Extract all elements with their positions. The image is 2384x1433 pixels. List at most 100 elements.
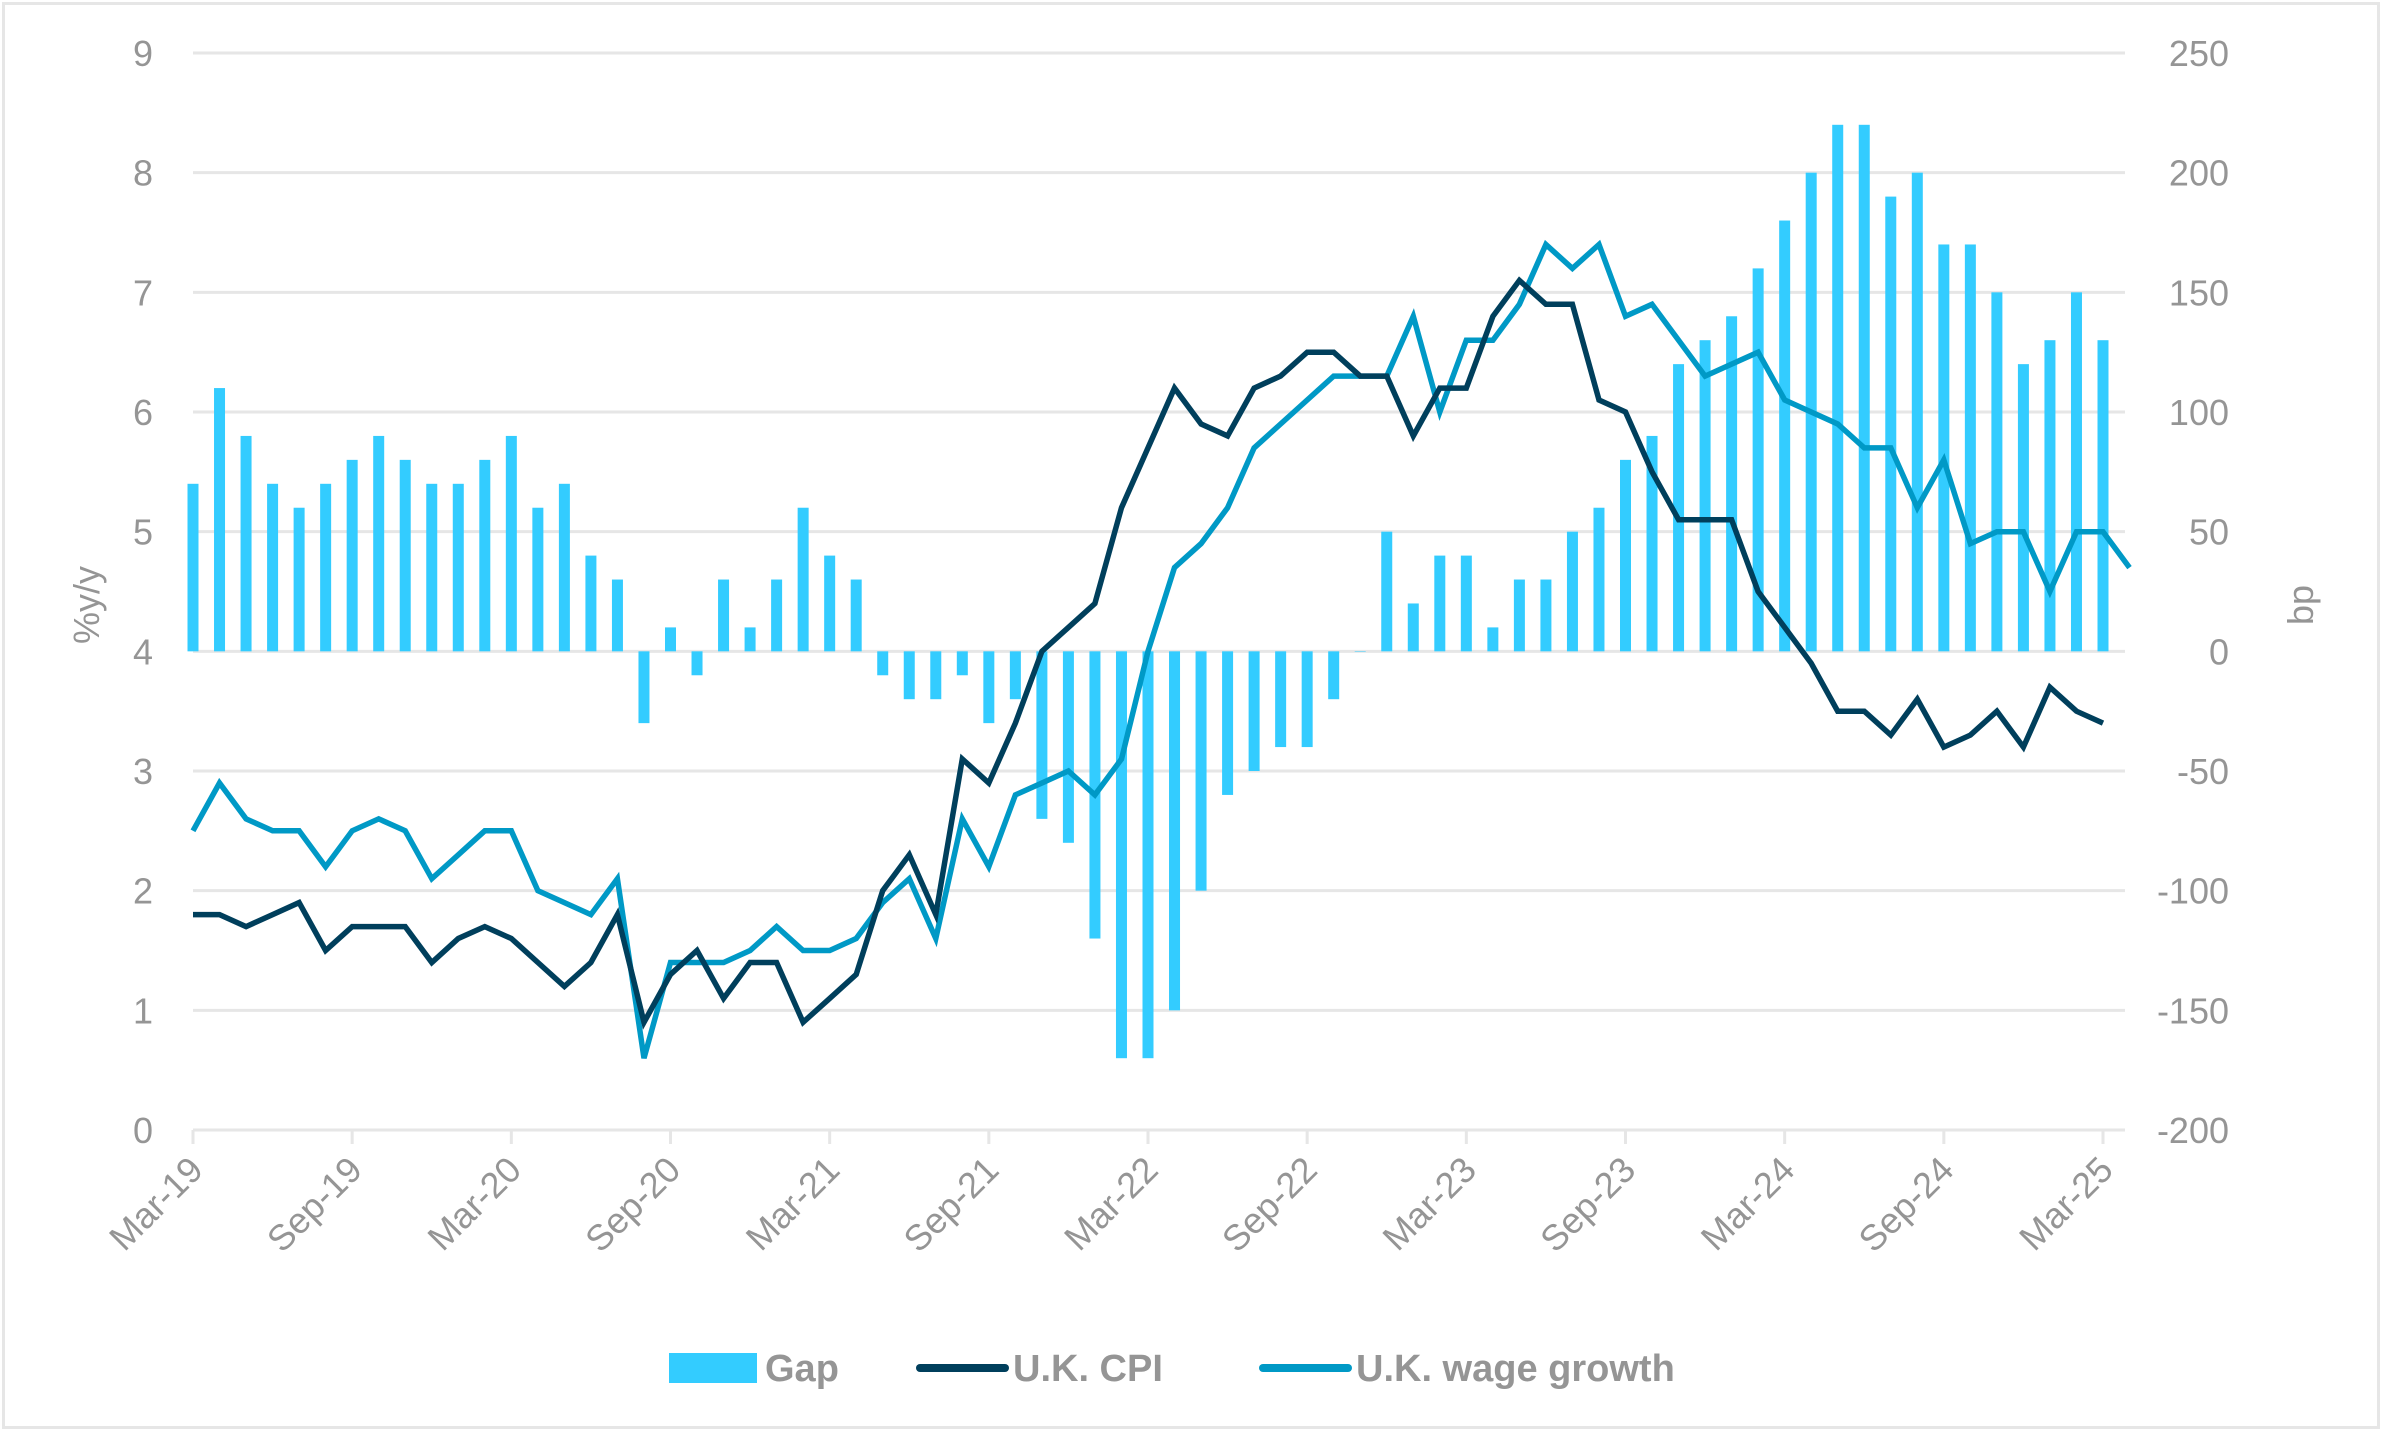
- gap-bar: [956, 651, 968, 676]
- y-axis-right-label: bp: [2280, 585, 2321, 625]
- x-tick-label: Mar-20: [419, 1149, 529, 1259]
- gap-bar: [797, 507, 809, 652]
- y-left-tick-label: 8: [133, 153, 153, 194]
- gap-bar: [903, 651, 915, 700]
- gap-bar: [214, 388, 226, 652]
- y-left-tick-label: 3: [133, 751, 153, 792]
- gap-bar: [2097, 340, 2109, 652]
- gap-bar: [824, 555, 836, 652]
- gap-bar: [983, 651, 995, 724]
- gap-bar: [2044, 340, 2056, 652]
- gap-bar: [187, 483, 199, 652]
- gap-bar: [1699, 340, 1711, 652]
- gap-bar: [1779, 220, 1791, 652]
- gap-bar: [505, 435, 517, 652]
- series-lines: [190, 239, 2132, 1059]
- gap-bar: [691, 651, 703, 676]
- y-right-tick-label: 0: [2209, 631, 2229, 672]
- wage-growth-line: [190, 239, 2132, 1059]
- gap-bar: [1142, 651, 1154, 1059]
- gap-bar: [1301, 651, 1313, 748]
- gap-bar: [1540, 579, 1552, 652]
- gap-bar: [850, 579, 862, 652]
- x-tick-label: Sep-20: [577, 1149, 688, 1260]
- y-left-tick-label: 4: [133, 631, 153, 672]
- legend-label-cpi: U.K. CPI: [1013, 1348, 1163, 1390]
- gap-bar: [1169, 651, 1181, 1011]
- x-tick-label: Sep-22: [1214, 1149, 1325, 1260]
- y-left-tick-label: 9: [133, 33, 153, 74]
- y-right-tick-label: -100: [2157, 871, 2229, 912]
- chart: Mar-19 Sep-19 Mar-20 Sep-20 Mar-21 Sep-21 Mar-…: [66, 33, 2321, 1390]
- gap-bar: [1195, 651, 1207, 891]
- gap-bar: [638, 651, 650, 724]
- legend-swatch-gap: [669, 1353, 757, 1383]
- gap-bar: [2017, 364, 2029, 652]
- y-right-tick-label: 200: [2169, 153, 2229, 194]
- gap-bar: [611, 579, 623, 652]
- x-tick-label: Mar-21: [738, 1149, 848, 1259]
- y-left-tick-label: 2: [133, 871, 153, 912]
- gap-bar: [1062, 651, 1074, 843]
- gap-bar: [744, 627, 756, 652]
- gap-bar: [1593, 507, 1605, 652]
- cpi-line: [193, 276, 2105, 1030]
- x-tick-label: Sep-21: [895, 1149, 1006, 1260]
- gap-bar: [1222, 651, 1234, 795]
- gap-bar: [1991, 292, 2003, 652]
- gap-bar: [771, 579, 783, 652]
- gap-bar: [479, 459, 491, 652]
- gap-bar: [240, 435, 252, 652]
- y-right-tick-label: 150: [2169, 272, 2229, 313]
- gap-bar: [877, 651, 889, 676]
- y-right-tick-label: 100: [2169, 392, 2229, 433]
- gap-bar: [1911, 172, 1923, 652]
- y-axis-left-label: %y/y: [66, 566, 107, 644]
- gap-bar: [1858, 124, 1870, 652]
- x-tick-label: Sep-19: [259, 1149, 370, 1260]
- y-left-tick-label: 5: [133, 512, 153, 553]
- y-right-tick-label: 250: [2169, 33, 2229, 74]
- gap-bar: [1487, 627, 1499, 652]
- gap-bar: [1726, 316, 1738, 652]
- legend-label-wage: U.K. wage growth: [1356, 1348, 1675, 1390]
- y-left-tick-label: 0: [133, 1110, 153, 1151]
- gap-bar: [1381, 531, 1393, 652]
- y-axis-right: -200 -150 -100 -50 0 50 100 150 200 250: [2157, 33, 2229, 1151]
- gap-bar: [930, 651, 942, 700]
- gap-bar: [1036, 651, 1048, 819]
- x-tick-label: Sep-24: [1850, 1149, 1961, 1260]
- gap-bar: [373, 435, 385, 652]
- y-left-tick-label: 1: [133, 990, 153, 1031]
- gap-bar: [1832, 124, 1844, 652]
- gap-bar: [267, 483, 279, 652]
- gap-bar: [1646, 435, 1658, 652]
- gap-bar: [1434, 555, 1446, 652]
- gap-bar: [1115, 651, 1127, 1059]
- gap-bar: [1328, 651, 1340, 700]
- y-left-tick-label: 6: [133, 392, 153, 433]
- gap-bar: [1460, 555, 1472, 652]
- gap-bar: [1513, 579, 1525, 652]
- gap-bar: [558, 483, 570, 652]
- gap-bar: [1964, 244, 1976, 652]
- x-tick-label: Mar-25: [2011, 1149, 2121, 1259]
- y-right-tick-label: -150: [2157, 990, 2229, 1031]
- gap-bar: [1752, 268, 1764, 652]
- gap-bar: [1620, 459, 1631, 652]
- gap-bar: [1354, 651, 1366, 652]
- gap-bar: [293, 507, 305, 652]
- gap-bar: [1885, 196, 1897, 652]
- gap-bar: [1248, 651, 1260, 771]
- gap-bar: [1673, 364, 1685, 652]
- y-right-tick-label: -200: [2157, 1110, 2229, 1151]
- gap-bar: [532, 507, 544, 652]
- legend: Gap U.K. CPI U.K. wage growth: [669, 1348, 1675, 1390]
- gap-bar: [718, 579, 730, 652]
- y-left-tick-label: 7: [133, 272, 153, 313]
- gap-bar: [346, 459, 358, 652]
- x-axis: Mar-19 Sep-19 Mar-20 Sep-20 Mar-21 Sep-21 Mar-…: [101, 1130, 2121, 1260]
- gap-bar: [426, 483, 438, 652]
- y-right-tick-label: -50: [2177, 751, 2229, 792]
